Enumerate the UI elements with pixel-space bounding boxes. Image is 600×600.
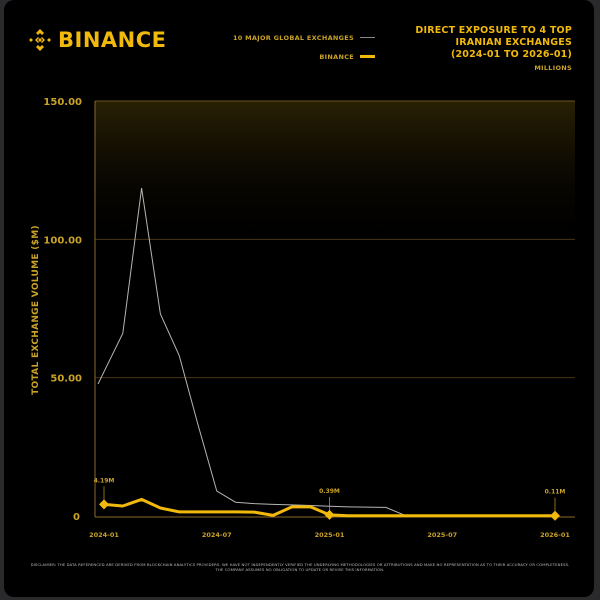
annotations: 4.19M 0.39M 0.11M bbox=[94, 477, 566, 521]
legend-label: BINANCE bbox=[319, 52, 354, 61]
chart-legend: 10 MAJOR GLOBAL EXCHANGES BINANCE bbox=[225, 28, 375, 66]
plot-gradient bbox=[95, 101, 575, 251]
annotation-label: 0.11M bbox=[545, 489, 566, 496]
x-tick-label: 2025-07 bbox=[427, 531, 457, 539]
chart-units: MILLIONS bbox=[534, 64, 572, 72]
y-axis-label: TOTAL EXCHANGE VOLUME ($M) bbox=[31, 225, 41, 395]
x-tick-label: 2026-01 bbox=[540, 531, 570, 539]
x-tick-label: 2024-01 bbox=[89, 531, 119, 539]
diamond-marker-icon bbox=[99, 499, 109, 510]
binance-diamond-icon bbox=[29, 29, 51, 51]
x-tick-label: 2024-07 bbox=[202, 531, 232, 539]
legend-item-global: 10 MAJOR GLOBAL EXCHANGES bbox=[225, 28, 375, 47]
chart-title: DIRECT EXPOSURE TO 4 TOP IRANIAN EXCHANG… bbox=[415, 25, 572, 61]
x-tick-label: 2025-01 bbox=[315, 531, 345, 539]
legend-swatch-yellow-line bbox=[360, 55, 375, 58]
y-tick-label: 0 bbox=[73, 512, 80, 523]
y-tick-label: 100.00 bbox=[43, 235, 82, 246]
y-tick-labels: 0 50.00 100.00 150.00 bbox=[43, 97, 82, 523]
legend-swatch-gray-line bbox=[360, 37, 375, 38]
diamond-marker-icon bbox=[324, 509, 335, 520]
binance-logo: BINANCE bbox=[28, 28, 166, 52]
chart-card bbox=[4, 0, 594, 597]
title-line: DIRECT EXPOSURE TO 4 TOP bbox=[415, 25, 572, 36]
y-tick-label: 150.00 bbox=[43, 97, 82, 108]
x-tick-labels: 2024-01 2024-07 2025-01 2025-07 2026-01 bbox=[89, 531, 570, 539]
legend-item-binance: BINANCE bbox=[225, 47, 375, 66]
disclaimer: DISCLAIMER: THE DATA REFERENCED ARE DERI… bbox=[30, 562, 570, 572]
brand-name: BINANCE bbox=[58, 28, 167, 52]
title-line: IRANIAN EXCHANGES bbox=[455, 37, 572, 48]
gridlines bbox=[95, 100, 575, 379]
annotation-label: 4.19M bbox=[94, 477, 115, 484]
y-tick-label: 50.00 bbox=[50, 374, 82, 385]
diamond-marker-icon bbox=[550, 510, 560, 521]
legend-label: 10 MAJOR GLOBAL EXCHANGES bbox=[232, 33, 354, 42]
title-line: (2024-01 TO 2026-01) bbox=[450, 49, 572, 60]
annotation-label: 0.39M bbox=[319, 488, 340, 495]
